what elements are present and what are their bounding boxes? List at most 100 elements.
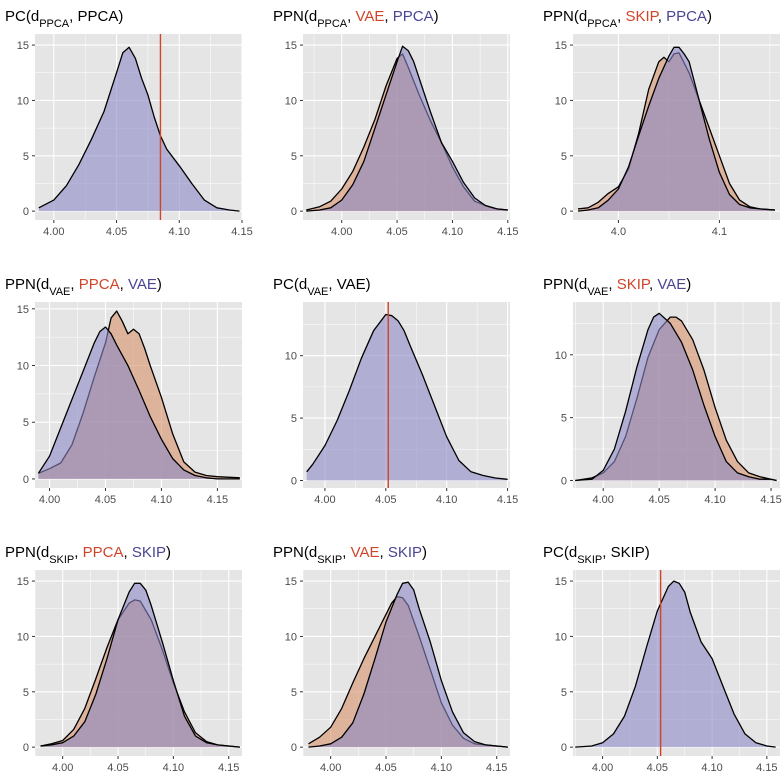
title-segment: PPCA [83,544,124,561]
title-segment: ) [686,276,691,293]
densities [577,46,776,212]
x-tick-label: 4.15 [756,762,777,774]
title-segment: PPCA [393,8,434,25]
y-tick-label: 5 [291,151,297,163]
density-line-blue [40,582,240,748]
x-tick-label: 4.15 [207,494,228,506]
density-line-blue [575,312,777,482]
panel-9: 4.00 4.05 4.10 4.15 0 5 10 15 PC(dSKIP, SKIP) [543,544,780,774]
x-tick-label: 4.00 [320,762,341,774]
title-segment: , [380,544,388,561]
y-tick-label: 10 [285,351,297,363]
panel-title: PC(dSKIP, SKIP) [543,544,650,566]
title-segment: SKIP [49,554,74,566]
densities [306,45,508,212]
title-segment: PPCA [317,18,348,30]
densities [40,582,240,748]
density-line-blue [306,45,508,212]
title-segment: , [608,276,616,293]
panel-title: PPN(dPPCA, SKIP, PPCA) [543,8,712,30]
densities [38,46,240,212]
title-segment: , [384,8,392,25]
panel-title: PC(dVAE, VAE) [273,276,371,298]
x-tick-label: 4.10 [436,494,457,506]
density-line-blue [308,581,508,748]
title-segment: SKIP [132,544,166,561]
title-segment: ) [157,276,162,293]
title-segment: VAE [307,286,328,298]
title-segment: PPN(d [543,276,587,293]
y-tick-label: 5 [561,151,567,163]
x-tick-label: 4.10 [163,762,184,774]
title-segment: , [658,8,666,25]
x-tick-label: 4.10 [169,226,190,238]
x-tick-label: 4.15 [486,762,507,774]
title-segment: , SKIP) [602,544,650,561]
y-tick-label: 0 [561,742,567,754]
density-area-blue [575,313,777,481]
title-segment: , [342,544,350,561]
y-tick-label: 10 [555,631,567,643]
x-tick-label: 4.15 [218,762,239,774]
x-tick-label: 4.00 [592,762,613,774]
y-tick-label: 0 [291,742,297,754]
title-segment: VAE [657,276,686,293]
title-segment: PC(d [273,276,307,293]
y-tick-label: 10 [17,95,29,107]
y-tick-label: 10 [285,95,297,107]
panel-title: PPN(dPPCA, VAE, PPCA) [273,8,439,30]
x-tick-label: 4.00 [331,226,352,238]
y-tick-label: 15 [285,576,297,588]
title-segment: SKIP [317,554,342,566]
title-segment: , PPCA) [69,8,123,25]
panel-title: PPN(dVAE, SKIP, VAE) [543,276,691,298]
x-tick-label: 4.00 [314,494,335,506]
density-area-blue [308,582,508,748]
x-tick-label: 4.15 [231,226,252,238]
y-tick-label: 10 [555,95,567,107]
x-tick-label: 4.15 [760,494,781,506]
y-tick-label: 0 [291,476,297,488]
title-segment: , [70,276,78,293]
densities [575,580,776,748]
y-tick-label: 15 [17,40,29,52]
title-segment: PPN(d [5,544,49,561]
title-segment: SKIP [626,8,660,25]
x-tick-label: 4.0 [611,226,626,238]
x-tick-label: 4.10 [701,762,722,774]
title-segment: PPN(d [273,544,317,561]
x-tick-label: 4.00 [52,762,73,774]
y-tick-label: 15 [555,576,567,588]
panel-3: 4.0 4.1 0 5 10 15 PPN(dPPCA, SKIP, PPCA) [543,8,780,238]
x-tick-label: 4.1 [712,226,727,238]
density-area-blue [306,314,508,481]
densities [575,312,777,482]
title-segment: PPN(d [5,276,49,293]
x-tick-label: 4.05 [375,494,396,506]
title-segment: SKIP [617,276,651,293]
y-tick-label: 5 [23,417,29,429]
title-segment: VAE [587,286,608,298]
x-tick-label: 4.05 [95,494,116,506]
y-tick-label: 0 [23,474,29,486]
x-tick-label: 4.00 [39,494,60,506]
x-tick-label: 4.10 [431,762,452,774]
x-tick-label: 4.05 [375,762,396,774]
panel-title: PPN(dSKIP, VAE, SKIP) [273,544,427,566]
y-tick-label: 15 [17,304,29,316]
title-segment: PC(d [543,544,577,561]
panel-title: PPN(dSKIP, PPCA, SKIP) [5,544,171,566]
title-segment: PPCA [587,18,618,30]
title-segment: PPN(d [543,8,587,25]
title-segment: ) [707,8,712,25]
title-segment: SKIP [388,544,422,561]
x-tick-label: 4.10 [704,494,725,506]
y-tick-label: 15 [555,40,567,52]
y-tick-label: 0 [561,206,567,218]
title-segment: ) [166,544,171,561]
